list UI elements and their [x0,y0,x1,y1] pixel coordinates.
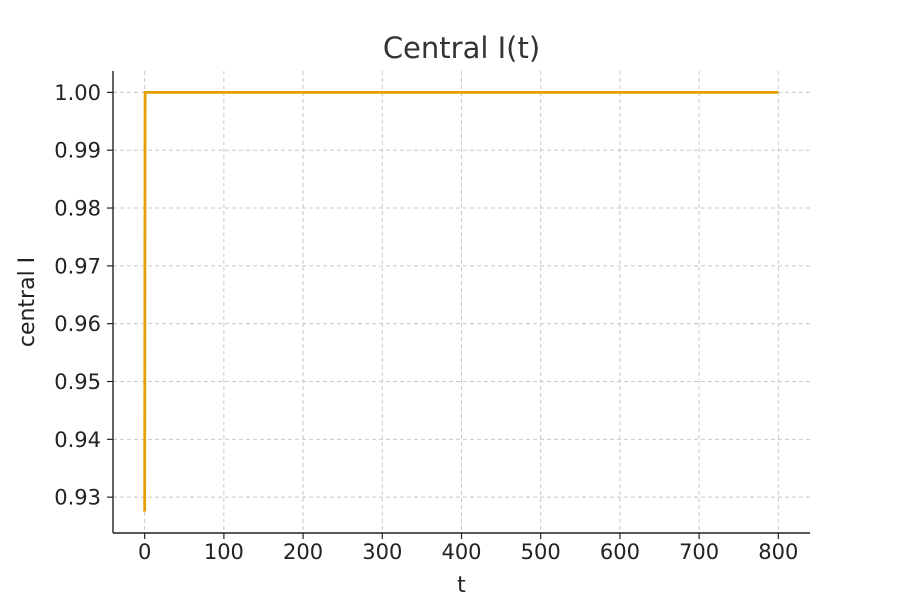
x-ticks: 0 100 200 300 400 500 600 700 800 [138,533,798,564]
x-tick-label: 700 [679,540,719,564]
x-tick-label: 800 [758,540,798,564]
y-tick-label: 1.00 [54,81,101,105]
chart-title: Central I(t) [383,31,540,65]
y-tick-label: 0.99 [54,139,101,163]
x-tick-label: 100 [204,540,244,564]
y-axis-label: central I [15,257,40,347]
x-axis-label: t [457,573,466,598]
x-tick-label: 400 [441,540,481,564]
y-tick-label: 0.98 [54,197,101,221]
x-tick-label: 200 [283,540,323,564]
x-tick-label: 300 [362,540,402,564]
grid [113,71,810,533]
x-tick-label: 0 [138,540,151,564]
y-tick-label: 0.97 [54,254,101,278]
y-ticks: 0.93 0.94 0.95 0.96 0.97 0.98 0.99 1.00 [54,81,113,510]
y-tick-label: 0.94 [54,428,101,452]
series-line [143,90,779,512]
x-tick-label: 500 [521,540,561,564]
series-layer [143,90,779,512]
y-tick-label: 0.93 [54,486,101,510]
y-tick-label: 0.95 [54,370,101,394]
y-tick-label: 0.96 [54,312,101,336]
x-tick-label: 600 [600,540,640,564]
